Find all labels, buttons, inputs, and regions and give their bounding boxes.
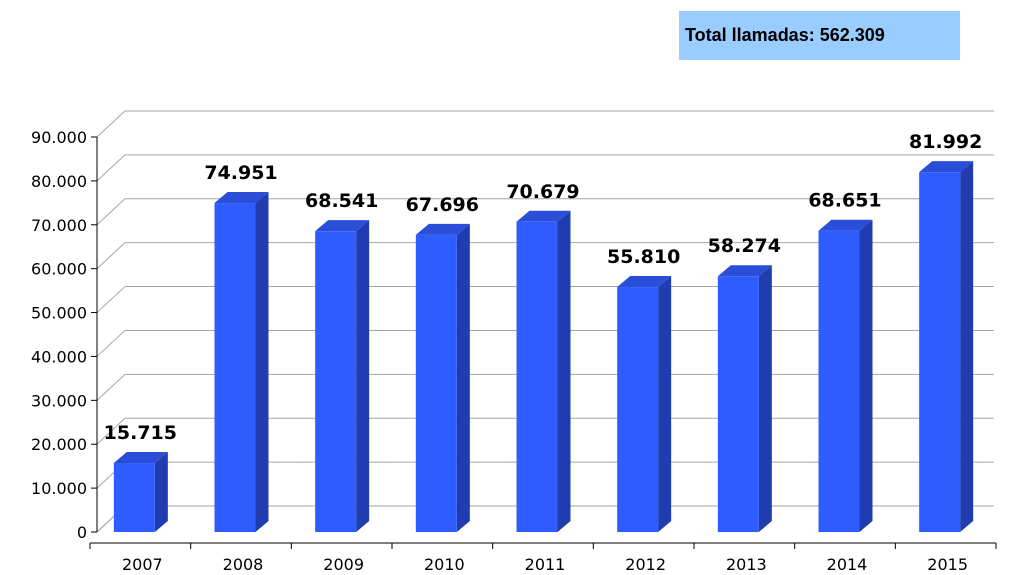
bar: [315, 231, 357, 533]
gridline-side: [96, 373, 126, 401]
gridline-side: [96, 110, 126, 138]
x-tick-label: 2010: [424, 555, 465, 574]
bar-side: [557, 210, 571, 532]
bar-top: [214, 192, 269, 204]
bar-side: [356, 220, 370, 533]
gridline-side: [96, 154, 126, 182]
x-tick-label: 2008: [223, 555, 264, 574]
x-tick-label: 2015: [927, 555, 968, 574]
gridline-side: [96, 417, 126, 445]
bar-side: [154, 452, 168, 532]
data-label: 70.679: [506, 181, 579, 203]
bar: [919, 172, 961, 532]
bar-side: [658, 276, 672, 532]
data-label: 81.992: [909, 131, 982, 153]
y-tick-label: 40.000: [31, 347, 87, 366]
bar-side: [960, 161, 974, 532]
bar-top: [315, 220, 370, 232]
y-tick-label: 60.000: [31, 260, 87, 279]
total-calls-label: Total llamadas: 562.309: [685, 25, 885, 45]
bar: [617, 287, 659, 532]
gridline-side: [96, 198, 126, 226]
data-label: 58.274: [708, 235, 781, 257]
data-label: 68.651: [808, 190, 881, 212]
y-tick-label: 10.000: [31, 479, 87, 498]
x-tick-label: 2007: [122, 555, 163, 574]
bar-side: [255, 192, 269, 532]
data-label: 15.715: [104, 422, 177, 444]
data-label: 67.696: [406, 194, 479, 216]
y-tick-label: 0: [77, 523, 87, 542]
gridline-side: [96, 330, 126, 357]
data-label: 74.951: [204, 162, 277, 184]
bar-top: [818, 219, 873, 231]
data-label: 55.810: [607, 246, 680, 268]
bar: [214, 203, 256, 532]
y-tick-label: 50.000: [31, 304, 87, 323]
x-tick-label: 2009: [323, 555, 364, 574]
bar-top: [717, 265, 772, 277]
bar-top: [919, 161, 974, 173]
bar: [516, 221, 558, 532]
total-calls-box: Total llamadas: 562.309: [679, 11, 960, 60]
y-tick-label: 30.000: [31, 391, 87, 410]
y-tick-label: 20.000: [31, 435, 87, 454]
x-tick-label: 2011: [525, 555, 566, 574]
y-tick-label: 80.000: [31, 172, 87, 191]
x-tick-label: 2012: [625, 555, 666, 574]
gridline-side: [96, 242, 126, 270]
bar-top: [617, 276, 672, 288]
bar-top: [415, 223, 470, 235]
bar-side: [456, 223, 470, 532]
gridline-side: [96, 286, 126, 313]
y-tick-label: 90.000: [31, 128, 87, 147]
data-label: 68.541: [305, 190, 378, 212]
y-tick-label: 70.000: [31, 216, 87, 235]
bar-side: [758, 265, 772, 532]
bar: [717, 276, 759, 532]
x-tick-label: 2013: [726, 555, 767, 574]
bar: [415, 234, 457, 532]
x-tick-label: 2014: [827, 555, 868, 574]
bar-top: [516, 210, 571, 222]
bar-side: [859, 219, 873, 532]
bar: [818, 230, 860, 532]
bar-top: [113, 452, 168, 464]
bar: [113, 463, 155, 532]
